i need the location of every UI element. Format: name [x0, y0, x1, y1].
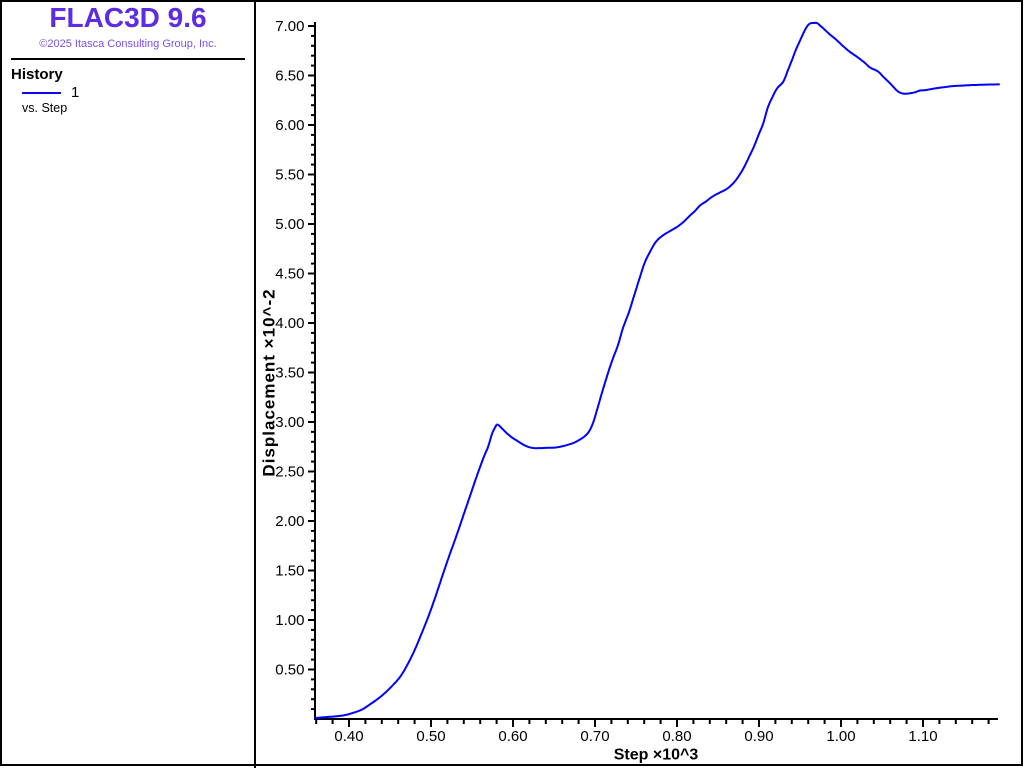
svg-text:1.10: 1.10: [908, 728, 937, 745]
svg-text:1.50: 1.50: [275, 563, 304, 580]
svg-text:0.80: 0.80: [662, 728, 691, 745]
svg-text:0.70: 0.70: [580, 728, 609, 745]
svg-text:1.00: 1.00: [826, 728, 855, 745]
svg-text:1.00: 1.00: [275, 612, 304, 629]
svg-text:4.00: 4.00: [275, 315, 304, 332]
svg-text:Step ×10^3: Step ×10^3: [614, 747, 699, 764]
svg-text:0.50: 0.50: [275, 662, 304, 679]
svg-text:0.60: 0.60: [498, 728, 527, 745]
svg-text:Displacement ×10^-2: Displacement ×10^-2: [260, 288, 279, 476]
svg-text:2.00: 2.00: [275, 513, 304, 530]
svg-text:0.90: 0.90: [744, 728, 773, 745]
svg-text:3.50: 3.50: [275, 365, 304, 382]
svg-text:6.00: 6.00: [275, 117, 304, 134]
svg-text:6.50: 6.50: [275, 68, 304, 85]
svg-text:0.40: 0.40: [334, 728, 363, 745]
svg-text:7.00: 7.00: [275, 18, 304, 35]
svg-text:2.50: 2.50: [275, 464, 304, 481]
svg-text:5.50: 5.50: [275, 167, 304, 184]
svg-text:0.50: 0.50: [416, 728, 445, 745]
svg-text:5.00: 5.00: [275, 216, 304, 233]
svg-text:4.50: 4.50: [275, 266, 304, 283]
svg-text:3.00: 3.00: [275, 414, 304, 431]
